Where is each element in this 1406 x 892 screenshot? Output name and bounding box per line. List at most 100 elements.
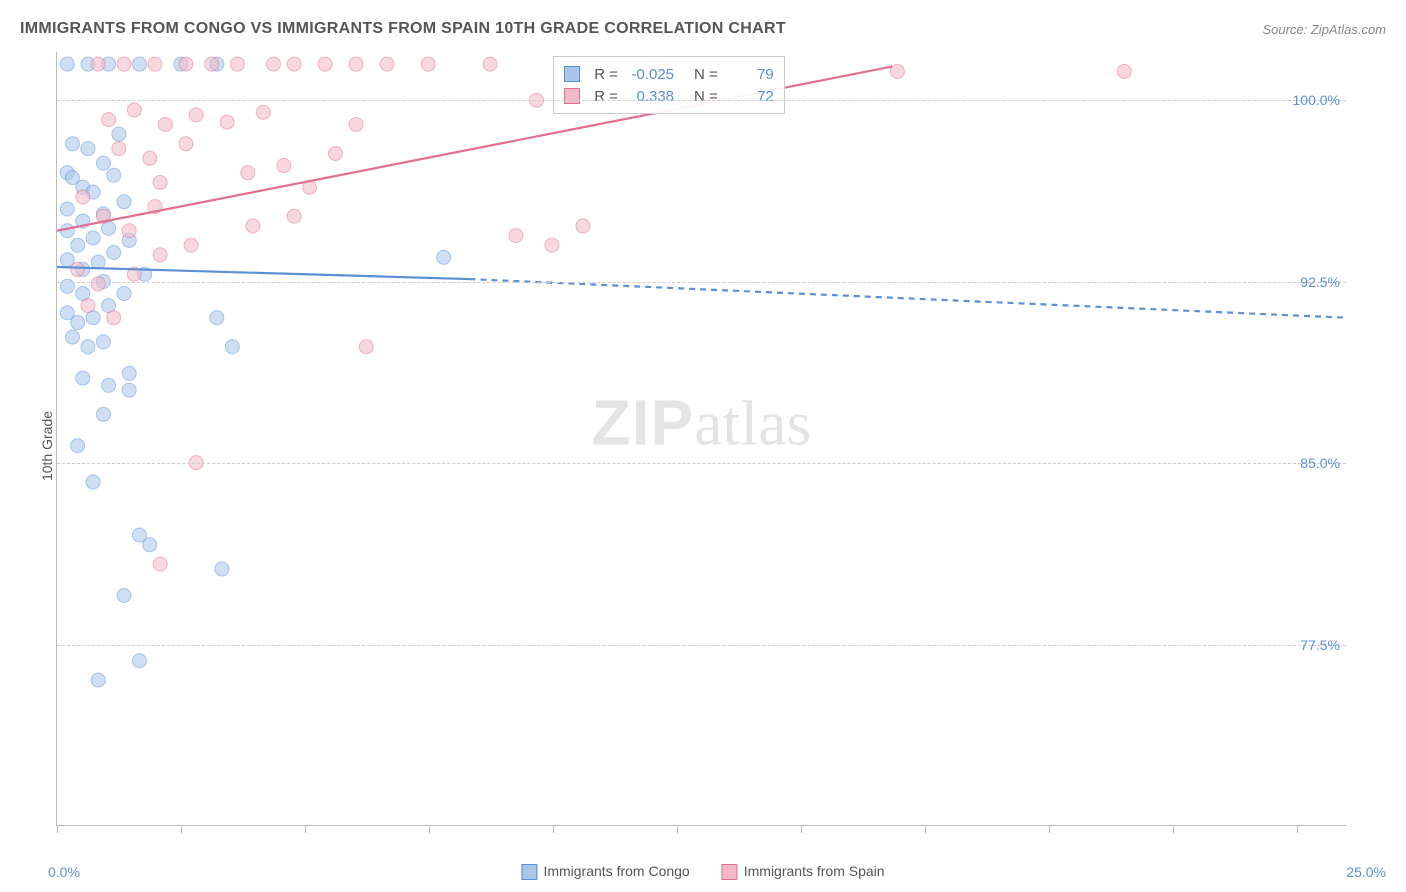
- gridline-horizontal: [57, 463, 1346, 464]
- y-tick-label: 85.0%: [1300, 455, 1340, 471]
- stats-legend-row: R =-0.025N =79: [564, 63, 774, 85]
- x-tick: [553, 825, 554, 833]
- y-tick-label: 92.5%: [1300, 274, 1340, 290]
- data-point: [184, 238, 198, 252]
- stat-n-value: 79: [726, 66, 774, 83]
- x-tick: [677, 825, 678, 833]
- x-tick: [57, 825, 58, 833]
- gridline-horizontal: [57, 645, 1346, 646]
- x-axis-min-label: 0.0%: [48, 864, 80, 880]
- data-point: [107, 246, 121, 260]
- data-point: [230, 57, 244, 71]
- data-point: [60, 202, 74, 216]
- data-point: [576, 219, 590, 233]
- data-point: [96, 407, 110, 421]
- stat-r-value: -0.025: [626, 66, 674, 83]
- x-tick: [801, 825, 802, 833]
- data-point: [205, 57, 219, 71]
- data-point: [86, 475, 100, 489]
- data-point: [71, 262, 85, 276]
- data-point: [179, 57, 193, 71]
- data-point: [81, 340, 95, 354]
- chart-title: IMMIGRANTS FROM CONGO VS IMMIGRANTS FROM…: [20, 20, 786, 38]
- legend-swatch: [564, 66, 580, 82]
- data-point: [890, 64, 904, 78]
- data-point: [287, 57, 301, 71]
- trend-line-solid: [57, 267, 469, 279]
- trend-line-dashed: [469, 279, 1346, 318]
- x-tick: [1049, 825, 1050, 833]
- data-point: [76, 371, 90, 385]
- data-point: [277, 159, 291, 173]
- legend-swatch: [564, 88, 580, 104]
- data-point: [143, 151, 157, 165]
- data-point: [133, 57, 147, 71]
- legend-item: Immigrants from Spain: [722, 863, 885, 880]
- data-point: [102, 378, 116, 392]
- legend-item: Immigrants from Congo: [521, 863, 689, 880]
- data-point: [509, 229, 523, 243]
- data-point: [71, 238, 85, 252]
- data-point: [122, 366, 136, 380]
- stat-r-label: R =: [594, 66, 618, 83]
- data-point: [91, 57, 105, 71]
- data-point: [86, 231, 100, 245]
- data-point: [112, 142, 126, 156]
- data-point: [76, 190, 90, 204]
- stats-legend-row: R = 0.338 N = 72: [564, 85, 774, 107]
- stat-r-label: R =: [594, 88, 618, 105]
- series-legend: Immigrants from Congo Immigrants from Spa…: [521, 863, 884, 880]
- data-point: [107, 311, 121, 325]
- data-point: [143, 538, 157, 552]
- data-point: [179, 137, 193, 151]
- source-attribution: Source: ZipAtlas.com: [1262, 22, 1386, 37]
- legend-swatch: [722, 864, 738, 880]
- data-point: [380, 57, 394, 71]
- data-point: [133, 654, 147, 668]
- data-point: [60, 57, 74, 71]
- stats-legend: R = -0.025 N = 79 R = 0.338 N = 72: [553, 56, 785, 114]
- data-point: [220, 115, 234, 129]
- data-point: [225, 340, 239, 354]
- data-point: [71, 439, 85, 453]
- legend-swatch: [521, 864, 537, 880]
- data-point: [359, 340, 373, 354]
- data-point: [65, 330, 79, 344]
- data-point: [421, 57, 435, 71]
- data-point: [1117, 64, 1131, 78]
- stat-n-label: N =: [694, 88, 718, 105]
- data-point: [153, 175, 167, 189]
- x-tick: [429, 825, 430, 833]
- data-point: [246, 219, 260, 233]
- data-point: [96, 335, 110, 349]
- data-point: [210, 311, 224, 325]
- y-tick-label: 77.5%: [1300, 637, 1340, 653]
- data-point: [117, 287, 131, 301]
- data-point: [318, 57, 332, 71]
- data-point: [287, 209, 301, 223]
- plot-area: ZIPatlas R =-0.025N =79R =0.338N =72 77.…: [56, 52, 1346, 826]
- x-axis-max-label: 25.0%: [1346, 864, 1386, 880]
- data-point: [158, 117, 172, 131]
- data-point: [102, 113, 116, 127]
- y-axis-label: 10th Grade: [39, 411, 55, 481]
- data-point: [81, 142, 95, 156]
- x-tick: [305, 825, 306, 833]
- data-point: [148, 57, 162, 71]
- x-tick: [1297, 825, 1298, 833]
- stat-r-value: 0.338: [626, 88, 674, 105]
- legend-label: Immigrants from Spain: [744, 863, 885, 879]
- data-point: [65, 137, 79, 151]
- x-tick: [1173, 825, 1174, 833]
- data-point: [349, 57, 363, 71]
- data-point: [71, 316, 85, 330]
- data-point: [545, 238, 559, 252]
- gridline-horizontal: [57, 282, 1346, 283]
- data-point: [117, 57, 131, 71]
- data-point: [483, 57, 497, 71]
- data-point: [107, 168, 121, 182]
- data-point: [349, 117, 363, 131]
- stat-n-value: 72: [726, 88, 774, 105]
- data-point: [189, 108, 203, 122]
- x-tick: [181, 825, 182, 833]
